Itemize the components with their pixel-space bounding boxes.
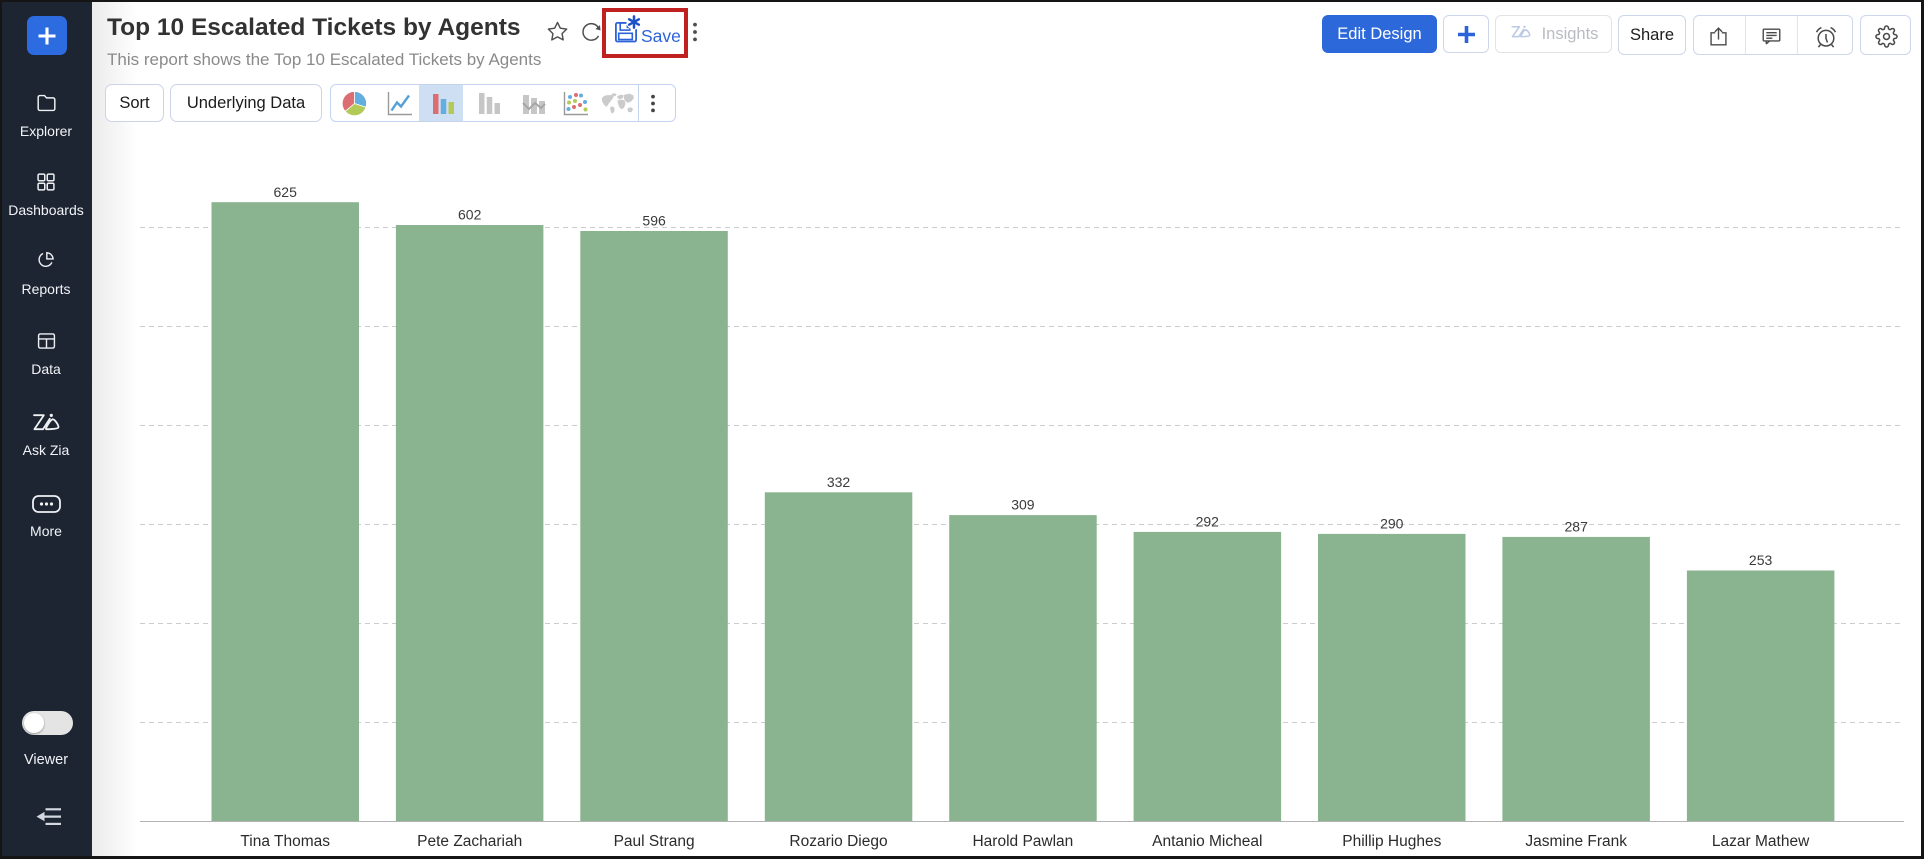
svg-text:Harold Pawlan: Harold Pawlan — [972, 833, 1073, 850]
svg-text:Paul Strang: Paul Strang — [614, 833, 695, 850]
svg-text:Jasmine Frank: Jasmine Frank — [1525, 833, 1627, 850]
svg-text:Phillip Hughes: Phillip Hughes — [1342, 833, 1441, 850]
svg-text:602: 602 — [458, 207, 482, 223]
svg-text:Lazar Mathew: Lazar Mathew — [1712, 833, 1810, 850]
svg-text:Tina Thomas: Tina Thomas — [240, 833, 330, 850]
svg-text:Antanio Micheal: Antanio Micheal — [1152, 833, 1262, 850]
svg-text:596: 596 — [642, 213, 666, 229]
svg-text:292: 292 — [1196, 513, 1220, 529]
svg-text:Rozario Diego: Rozario Diego — [789, 833, 887, 850]
svg-text:625: 625 — [274, 184, 298, 200]
svg-text:Pete Zachariah: Pete Zachariah — [417, 833, 522, 850]
svg-text:287: 287 — [1565, 518, 1589, 534]
svg-text:253: 253 — [1749, 552, 1773, 568]
svg-text:309: 309 — [1011, 497, 1035, 513]
svg-text:332: 332 — [827, 474, 851, 490]
svg-text:290: 290 — [1380, 515, 1404, 531]
